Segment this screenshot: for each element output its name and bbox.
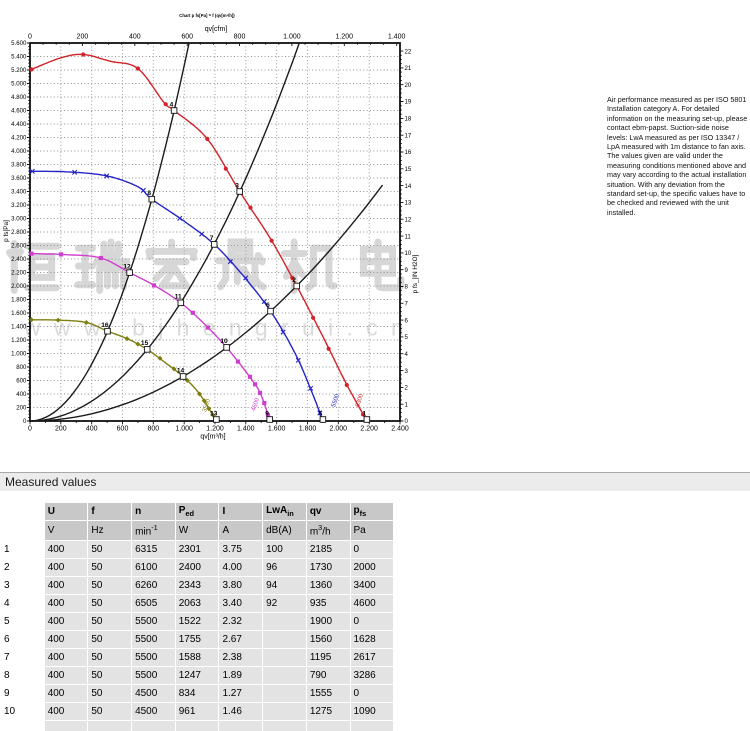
svg-text:5.200: 5.200 bbox=[11, 67, 27, 74]
svg-text:0: 0 bbox=[405, 418, 409, 425]
svg-text:16: 16 bbox=[101, 322, 109, 329]
svg-text:1.200: 1.200 bbox=[206, 426, 224, 433]
svg-text:4500: 4500 bbox=[251, 397, 261, 412]
svg-text:qv[cfm]: qv[cfm] bbox=[205, 26, 228, 33]
svg-text:16: 16 bbox=[405, 149, 412, 156]
svg-text:600: 600 bbox=[16, 378, 27, 385]
svg-text:3.200: 3.200 bbox=[11, 202, 27, 209]
svg-text:3.600: 3.600 bbox=[11, 175, 27, 182]
svg-text:4: 4 bbox=[405, 351, 409, 358]
svg-text:2.800: 2.800 bbox=[11, 229, 27, 236]
svg-text:9: 9 bbox=[265, 410, 269, 417]
svg-text:1.200: 1.200 bbox=[11, 337, 27, 344]
svg-text:1.800: 1.800 bbox=[11, 297, 27, 304]
svg-text:14: 14 bbox=[405, 183, 412, 190]
svg-text:6300: 6300 bbox=[355, 393, 365, 408]
svg-text:21: 21 bbox=[405, 65, 412, 72]
svg-text:1.400: 1.400 bbox=[388, 34, 406, 41]
svg-text:6: 6 bbox=[266, 302, 270, 309]
svg-text:800: 800 bbox=[16, 364, 27, 371]
svg-text:4: 4 bbox=[170, 101, 174, 108]
svg-text:4.800: 4.800 bbox=[11, 94, 27, 101]
svg-text:2.400: 2.400 bbox=[11, 256, 27, 263]
svg-text:5.600: 5.600 bbox=[11, 40, 27, 47]
svg-text:2.600: 2.600 bbox=[11, 243, 27, 250]
svg-text:5.400: 5.400 bbox=[11, 54, 27, 61]
svg-text:2.200: 2.200 bbox=[360, 426, 378, 433]
svg-text:15: 15 bbox=[141, 340, 149, 347]
svg-text:p fs_[IN H2O]: p fs_[IN H2O] bbox=[412, 254, 419, 293]
svg-text:600: 600 bbox=[181, 34, 193, 41]
svg-text:2: 2 bbox=[292, 277, 296, 284]
svg-text:9: 9 bbox=[405, 267, 409, 274]
svg-text:2: 2 bbox=[405, 385, 409, 392]
svg-text:20: 20 bbox=[405, 82, 412, 89]
svg-text:10: 10 bbox=[405, 250, 412, 257]
svg-text:1: 1 bbox=[362, 410, 366, 417]
svg-text:5: 5 bbox=[405, 334, 409, 341]
svg-text:200: 200 bbox=[77, 34, 89, 41]
svg-text:0: 0 bbox=[28, 426, 32, 433]
svg-text:2.000: 2.000 bbox=[330, 426, 348, 433]
svg-text:12: 12 bbox=[123, 263, 131, 270]
svg-text:5.000: 5.000 bbox=[11, 81, 27, 88]
svg-text:1: 1 bbox=[405, 401, 409, 408]
svg-text:1.800: 1.800 bbox=[299, 426, 317, 433]
svg-text:400: 400 bbox=[129, 34, 141, 41]
svg-text:800: 800 bbox=[147, 426, 159, 433]
svg-text:4.000: 4.000 bbox=[11, 148, 27, 155]
svg-text:8: 8 bbox=[405, 284, 409, 291]
svg-text:5: 5 bbox=[318, 410, 322, 417]
svg-text:18: 18 bbox=[405, 116, 412, 123]
svg-text:1.000: 1.000 bbox=[11, 351, 27, 358]
svg-text:0: 0 bbox=[28, 34, 32, 41]
svg-text:7: 7 bbox=[405, 301, 409, 308]
svg-text:qv[m³/h]: qv[m³/h] bbox=[200, 434, 225, 441]
svg-text:3.800: 3.800 bbox=[11, 162, 27, 169]
svg-text:11: 11 bbox=[405, 233, 412, 240]
svg-text:5500: 5500 bbox=[331, 393, 341, 408]
svg-text:Chart p fs[Pa] = f (qv[m³/h]): Chart p fs[Pa] = f (qv[m³/h]) bbox=[179, 13, 235, 18]
svg-text:3.000: 3.000 bbox=[11, 216, 27, 223]
svg-text:4.400: 4.400 bbox=[11, 121, 27, 128]
svg-text:1.600: 1.600 bbox=[268, 426, 286, 433]
svg-text:800: 800 bbox=[234, 34, 246, 41]
svg-text:2.400: 2.400 bbox=[391, 426, 409, 433]
svg-text:400: 400 bbox=[86, 426, 98, 433]
svg-text:7: 7 bbox=[210, 235, 214, 242]
svg-text:200: 200 bbox=[16, 405, 27, 412]
svg-text:www.bjhengrui.cn: www.bjhengrui.cn bbox=[23, 315, 417, 341]
svg-text:p fs[Pa]: p fs[Pa] bbox=[3, 220, 10, 242]
svg-text:12: 12 bbox=[405, 216, 412, 223]
svg-text:1.600: 1.600 bbox=[11, 310, 27, 317]
svg-text:15: 15 bbox=[405, 166, 412, 173]
svg-text:1.400: 1.400 bbox=[11, 324, 27, 331]
svg-text:3500: 3500 bbox=[202, 398, 212, 413]
svg-text:200: 200 bbox=[55, 426, 67, 433]
svg-text:1.000: 1.000 bbox=[175, 426, 193, 433]
svg-text:19: 19 bbox=[405, 99, 412, 106]
svg-text:3.400: 3.400 bbox=[11, 189, 27, 196]
svg-text:400: 400 bbox=[16, 391, 27, 398]
svg-text:3: 3 bbox=[235, 182, 239, 189]
svg-text:13: 13 bbox=[210, 410, 218, 417]
svg-text:4.600: 4.600 bbox=[11, 108, 27, 115]
svg-text:22: 22 bbox=[405, 48, 412, 55]
svg-text:2.200: 2.200 bbox=[11, 270, 27, 277]
svg-text:0: 0 bbox=[23, 418, 27, 425]
svg-text:14: 14 bbox=[177, 367, 185, 374]
svg-text:1.000: 1.000 bbox=[283, 34, 301, 41]
svg-text:3: 3 bbox=[405, 368, 409, 375]
svg-text:4.200: 4.200 bbox=[11, 135, 27, 142]
svg-text:11: 11 bbox=[175, 294, 182, 301]
svg-text:1.400: 1.400 bbox=[237, 426, 255, 433]
svg-text:6: 6 bbox=[405, 317, 409, 324]
svg-text:13: 13 bbox=[405, 200, 412, 207]
svg-text:10: 10 bbox=[220, 338, 228, 345]
svg-text:2.000: 2.000 bbox=[11, 283, 27, 290]
svg-text:1.200: 1.200 bbox=[336, 34, 354, 41]
svg-text:17: 17 bbox=[405, 132, 412, 139]
svg-text:8: 8 bbox=[147, 190, 151, 197]
svg-text:600: 600 bbox=[117, 426, 129, 433]
